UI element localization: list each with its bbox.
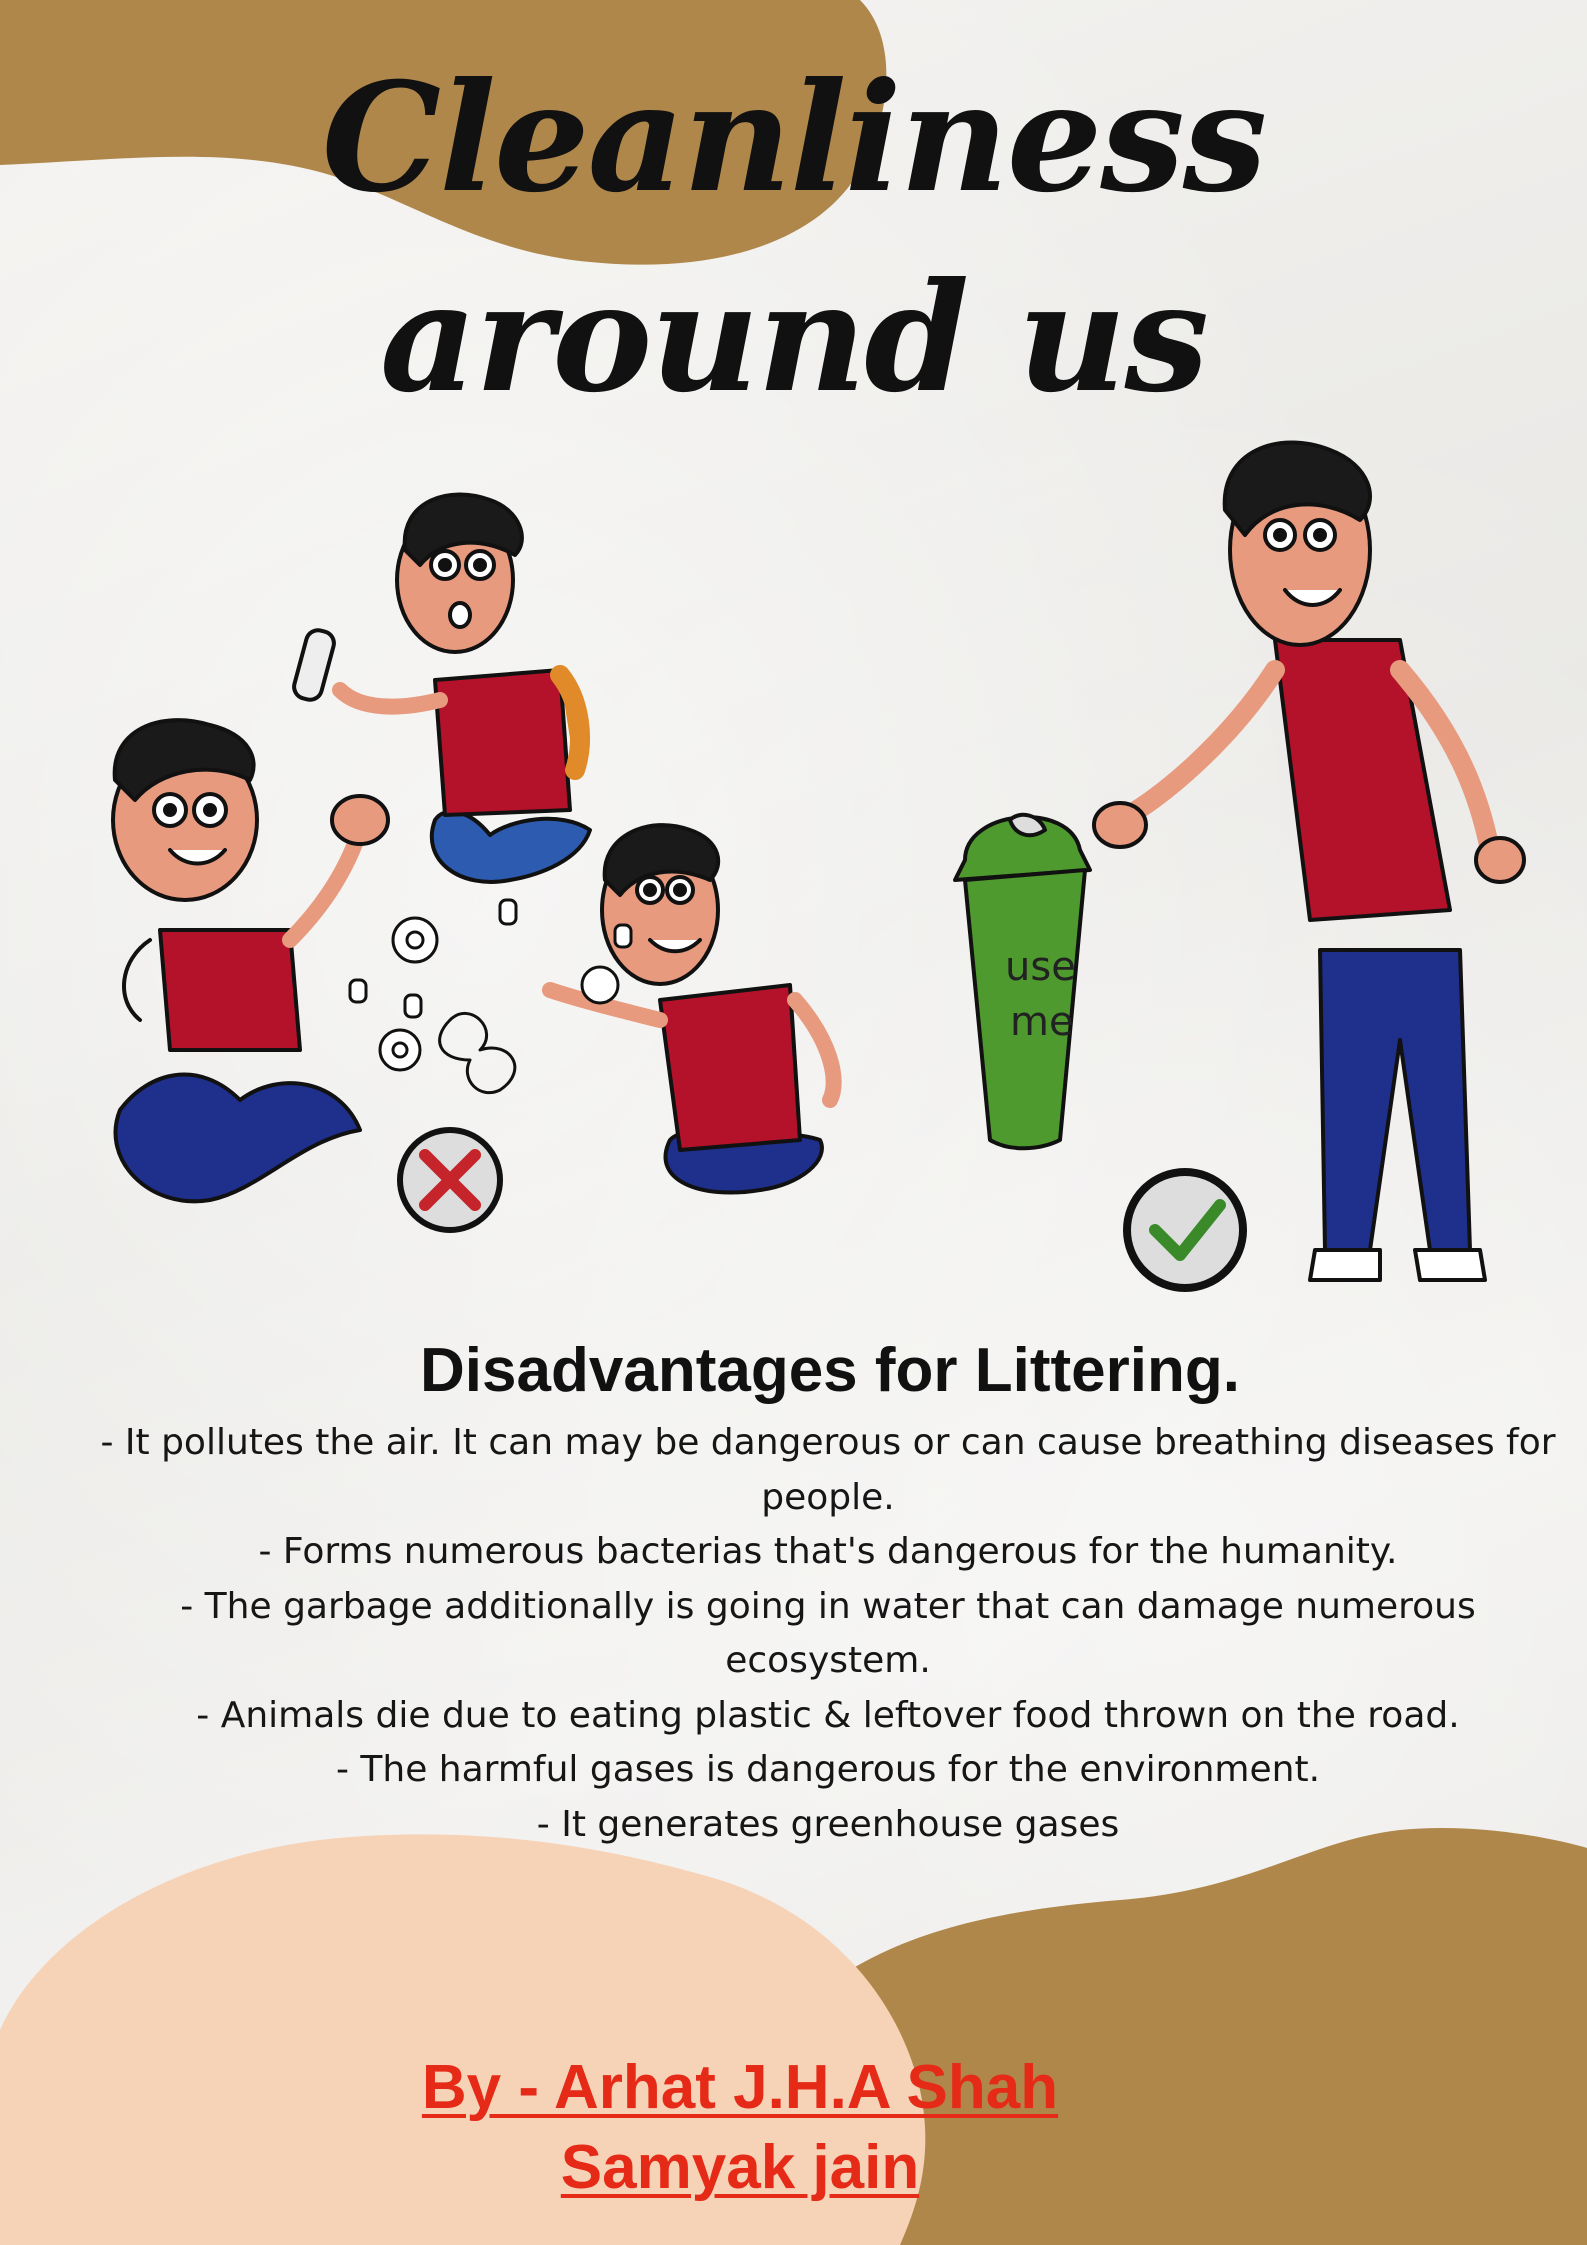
list-item: - It pollutes the air. It can may be dan…	[100, 1422, 1556, 1518]
list-item: - Animals die due to eating plastic & le…	[196, 1694, 1460, 1736]
standing-man-figure	[1092, 440, 1526, 1282]
bottom-left-peach-blob	[0, 1834, 926, 2245]
bin-label-use: use	[1005, 944, 1076, 990]
section-heading: Disadvantages for Littering.	[420, 1336, 1240, 1405]
list-item: - It generates greenhouse gases	[536, 1803, 1120, 1845]
kid-right-figure	[542, 823, 842, 1195]
credit-line-2: Samyak jain	[560, 2133, 920, 2202]
kid-left-figure	[111, 718, 390, 1204]
bin-label-me: me	[1010, 999, 1074, 1045]
title-line-2: around us	[380, 250, 1209, 426]
list-item: - The harmful gases is dangerous for the…	[335, 1749, 1321, 1790]
top-left-brown-blob	[0, 0, 887, 265]
trash-bin: use me	[953, 812, 1092, 1151]
kid-top-figure	[292, 492, 592, 884]
littering-illustration: use me	[111, 440, 1526, 1292]
litter-items	[348, 898, 633, 1095]
list-item: - Forms numerous bacterias that's danger…	[258, 1531, 1398, 1572]
list-item: - The garbage additionally is going in w…	[180, 1585, 1476, 1682]
disadvantages-list: - It pollutes the air. It can may be dan…	[78, 1416, 1578, 1852]
check-mark-icon	[1123, 1168, 1247, 1292]
bottom-right-brown-blob	[780, 1827, 1587, 2245]
credit-line-1: By - Arhat J.H.A Shah	[421, 2053, 1059, 2122]
title-line-1: Cleanliness	[321, 50, 1267, 226]
credits: By - Arhat J.H.A Shah Samyak jain	[0, 2048, 1480, 2208]
cross-mark-icon	[397, 1127, 503, 1233]
